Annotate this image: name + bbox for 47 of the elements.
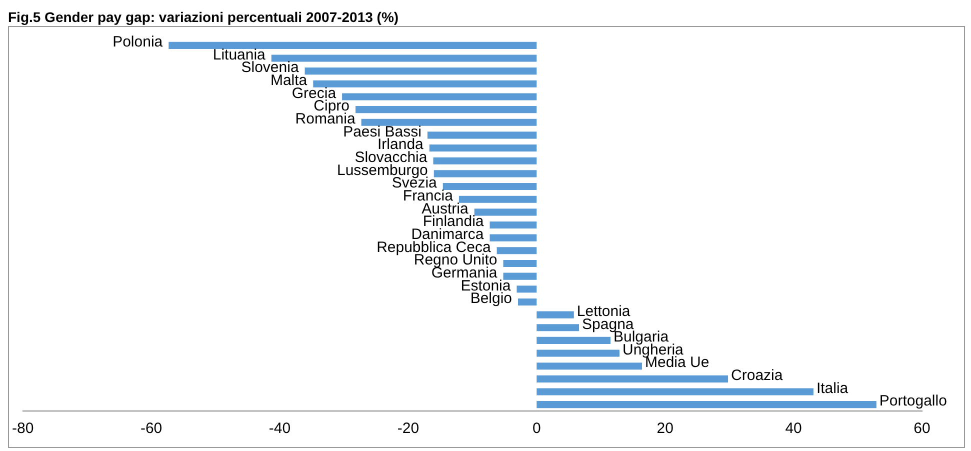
y-tick-label: Polonia (112, 34, 164, 51)
bar (427, 132, 537, 139)
bar (518, 298, 537, 306)
bar (313, 80, 537, 88)
bar (536, 362, 642, 370)
bar (168, 42, 537, 49)
bar (536, 401, 876, 408)
bar (536, 311, 574, 318)
bar (516, 286, 537, 293)
bar (536, 388, 814, 396)
y-tick-label: Croazia (731, 367, 784, 384)
y-tick-label: Lettonia (576, 302, 631, 320)
bar (442, 182, 537, 190)
x-tick-label: -40 (268, 420, 291, 438)
bar (536, 350, 620, 357)
bar (536, 336, 611, 344)
chart-title: Fig.5 Gender pay gap: variazioni percentuali 2007-2013 (%) (8, 8, 400, 26)
bar (490, 234, 537, 242)
y-tick-label: Finlandia (422, 213, 484, 230)
x-tick-label: 60 (914, 420, 930, 438)
bar (496, 247, 537, 254)
bar (458, 196, 537, 203)
bar (342, 93, 537, 100)
bar (433, 157, 537, 164)
x-tick-label: -80 (12, 420, 34, 438)
y-tick-label: Belgio (470, 290, 512, 308)
x-tick-label: 40 (785, 420, 802, 438)
bar (434, 170, 537, 178)
y-tick-label: Portogallo (879, 392, 947, 410)
bar (474, 208, 537, 216)
bar (490, 221, 537, 229)
bar (429, 144, 537, 152)
x-tick-label: 20 (656, 420, 674, 438)
y-tick-label: Francia (402, 187, 454, 204)
bar (356, 106, 537, 114)
bar (536, 375, 728, 382)
bar (361, 118, 537, 126)
y-tick-label: Italia (816, 380, 849, 397)
bar (271, 54, 537, 62)
bar (304, 68, 537, 75)
x-tick-label: -60 (140, 420, 162, 438)
bar (503, 272, 537, 280)
x-tick-label: 0 (532, 420, 541, 438)
bar (536, 324, 580, 332)
bar (503, 260, 537, 268)
y-tick-label: Cipro (314, 98, 350, 115)
x-tick-label: -20 (397, 420, 420, 438)
